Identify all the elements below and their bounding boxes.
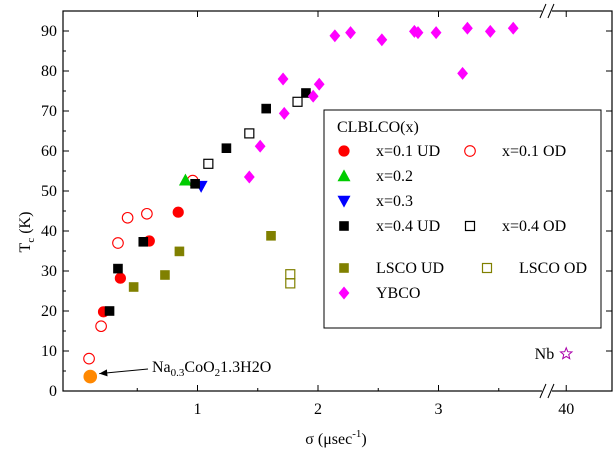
point-ybco — [345, 26, 356, 40]
point-clblco_01_od — [95, 320, 107, 333]
point-lsco_ud — [174, 246, 185, 257]
break-mark — [547, 3, 555, 19]
point-ybco — [376, 33, 388, 47]
legend-marker-clblco_02 — [337, 169, 351, 182]
break-gap — [541, 9, 552, 13]
annotation-arrowhead — [99, 369, 108, 377]
point-ybco — [457, 66, 468, 80]
point-clblco_01_od — [112, 237, 124, 249]
point-ybco — [243, 170, 255, 184]
annotation-arrow — [99, 368, 149, 375]
point-ybco — [329, 29, 341, 43]
legend-label: x=0.1 OD — [502, 143, 566, 160]
point-lsco_ud — [160, 270, 170, 280]
legend-label: YBCO — [376, 285, 420, 302]
point-lsco_od — [285, 269, 296, 280]
point-clblco_04_ud — [190, 179, 200, 189]
annotation-na-label: Na0.3CoO21.3H2O — [152, 359, 271, 379]
point-lsco_od — [285, 278, 296, 289]
break-mark — [539, 3, 547, 19]
point-ybco — [412, 26, 424, 40]
legend-label: x=0.2 — [376, 168, 413, 185]
point-lsco_ud — [128, 282, 139, 292]
point-ybco — [507, 21, 519, 35]
x-axis-label: σ (μsec-1) — [305, 428, 366, 448]
axis-ticks — [63, 11, 612, 392]
legend-label: x=0.4 UD — [376, 218, 440, 235]
y-tick-label: 10 — [41, 343, 57, 360]
annotation-nb-label: Nb — [535, 346, 555, 363]
legend-marker-clblco_03 — [337, 195, 351, 208]
legend-marker-ybco — [338, 286, 350, 300]
point-clblco_04_od — [203, 158, 214, 169]
point-nb — [559, 346, 574, 360]
legend-label: LSCO OD — [519, 260, 587, 277]
point-clblco_02 — [178, 173, 192, 186]
y-tick-label: 30 — [41, 263, 57, 280]
point-clblco_01_od — [83, 352, 95, 365]
point-clblco_01_ud — [172, 206, 184, 218]
point-ybco — [278, 106, 290, 120]
point-ybco — [313, 77, 325, 91]
break-mark — [547, 383, 555, 399]
y-tick-label: 60 — [41, 143, 57, 160]
point-clblco_04_ud — [221, 143, 232, 153]
legend-box — [323, 109, 602, 329]
legend-marker-clblco_01_od — [464, 145, 476, 157]
point-ybco — [307, 89, 319, 103]
point-ybco — [277, 72, 289, 86]
x-tick-label: 3 — [435, 401, 443, 418]
point-clblco_04_ud — [104, 306, 115, 316]
y-tick-label: 80 — [41, 63, 57, 80]
annotations: Nb Na0.3CoO21.3H2O — [99, 346, 554, 379]
legend-title: CLBLCO(x) — [337, 119, 419, 136]
break-gap — [541, 389, 552, 393]
point-clblco_01_od — [141, 207, 153, 220]
axis-break — [539, 3, 555, 399]
x-tick-label: 1 — [194, 401, 202, 418]
break-mark — [539, 383, 547, 399]
legend: CLBLCO(x) x=0.1 UD x=0.1 ODx=0.2x=0.3x=0.… — [323, 109, 602, 329]
legend-marker-clblco_01_ud — [338, 145, 350, 157]
point-clblco_04_od — [244, 128, 255, 139]
point-lsco_ud — [266, 231, 276, 241]
point-nacoo — [83, 369, 98, 384]
x-tick-label: 40 — [558, 401, 574, 418]
y-tick-label: 0 — [49, 383, 57, 400]
y-tick-label: 50 — [41, 183, 57, 200]
point-ybco — [462, 21, 473, 35]
point-clblco_04_od — [292, 96, 303, 107]
legend-items: x=0.1 UD x=0.1 OD x=0.2 x=0.3 x=0.4 UD x=0.4 … — [337, 143, 587, 302]
point-clblco_01_od — [121, 211, 134, 224]
point-clblco_04_ud — [113, 263, 123, 274]
legend-label: x=0.3 — [376, 193, 413, 210]
legend-marker-clblco_04_od — [464, 220, 476, 232]
y-axis-label: Tc (K) — [17, 212, 37, 253]
point-clblco_04_ud — [301, 88, 311, 98]
plot-frame — [62, 10, 613, 392]
legend-label: x=0.4 OD — [502, 218, 566, 235]
legend-label: x=0.1 UD — [376, 143, 440, 160]
y-tick-label: 90 — [41, 23, 57, 40]
point-clblco_01_ud — [114, 272, 126, 284]
point-ybco — [430, 26, 442, 40]
legend-marker-lsco_od — [481, 262, 493, 274]
y-tick-label: 70 — [41, 103, 57, 120]
data-marks — [83, 21, 574, 384]
point-ybco — [484, 24, 496, 38]
x-tick-label: 2 — [314, 401, 322, 418]
point-ybco — [254, 139, 266, 153]
y-tick-label: 20 — [41, 303, 57, 320]
tick-labels: 0 10 20 30 40 50 60 70 80 90 1 2 3 40 — [41, 23, 574, 418]
legend-marker-lsco_ud — [339, 263, 349, 273]
legend-marker-clblco_04_ud — [339, 221, 349, 231]
point-clblco_04_ud — [261, 103, 271, 114]
y-tick-label: 40 — [41, 223, 57, 240]
legend-label: LSCO UD — [376, 260, 444, 277]
point-clblco_04_ud — [138, 237, 149, 247]
